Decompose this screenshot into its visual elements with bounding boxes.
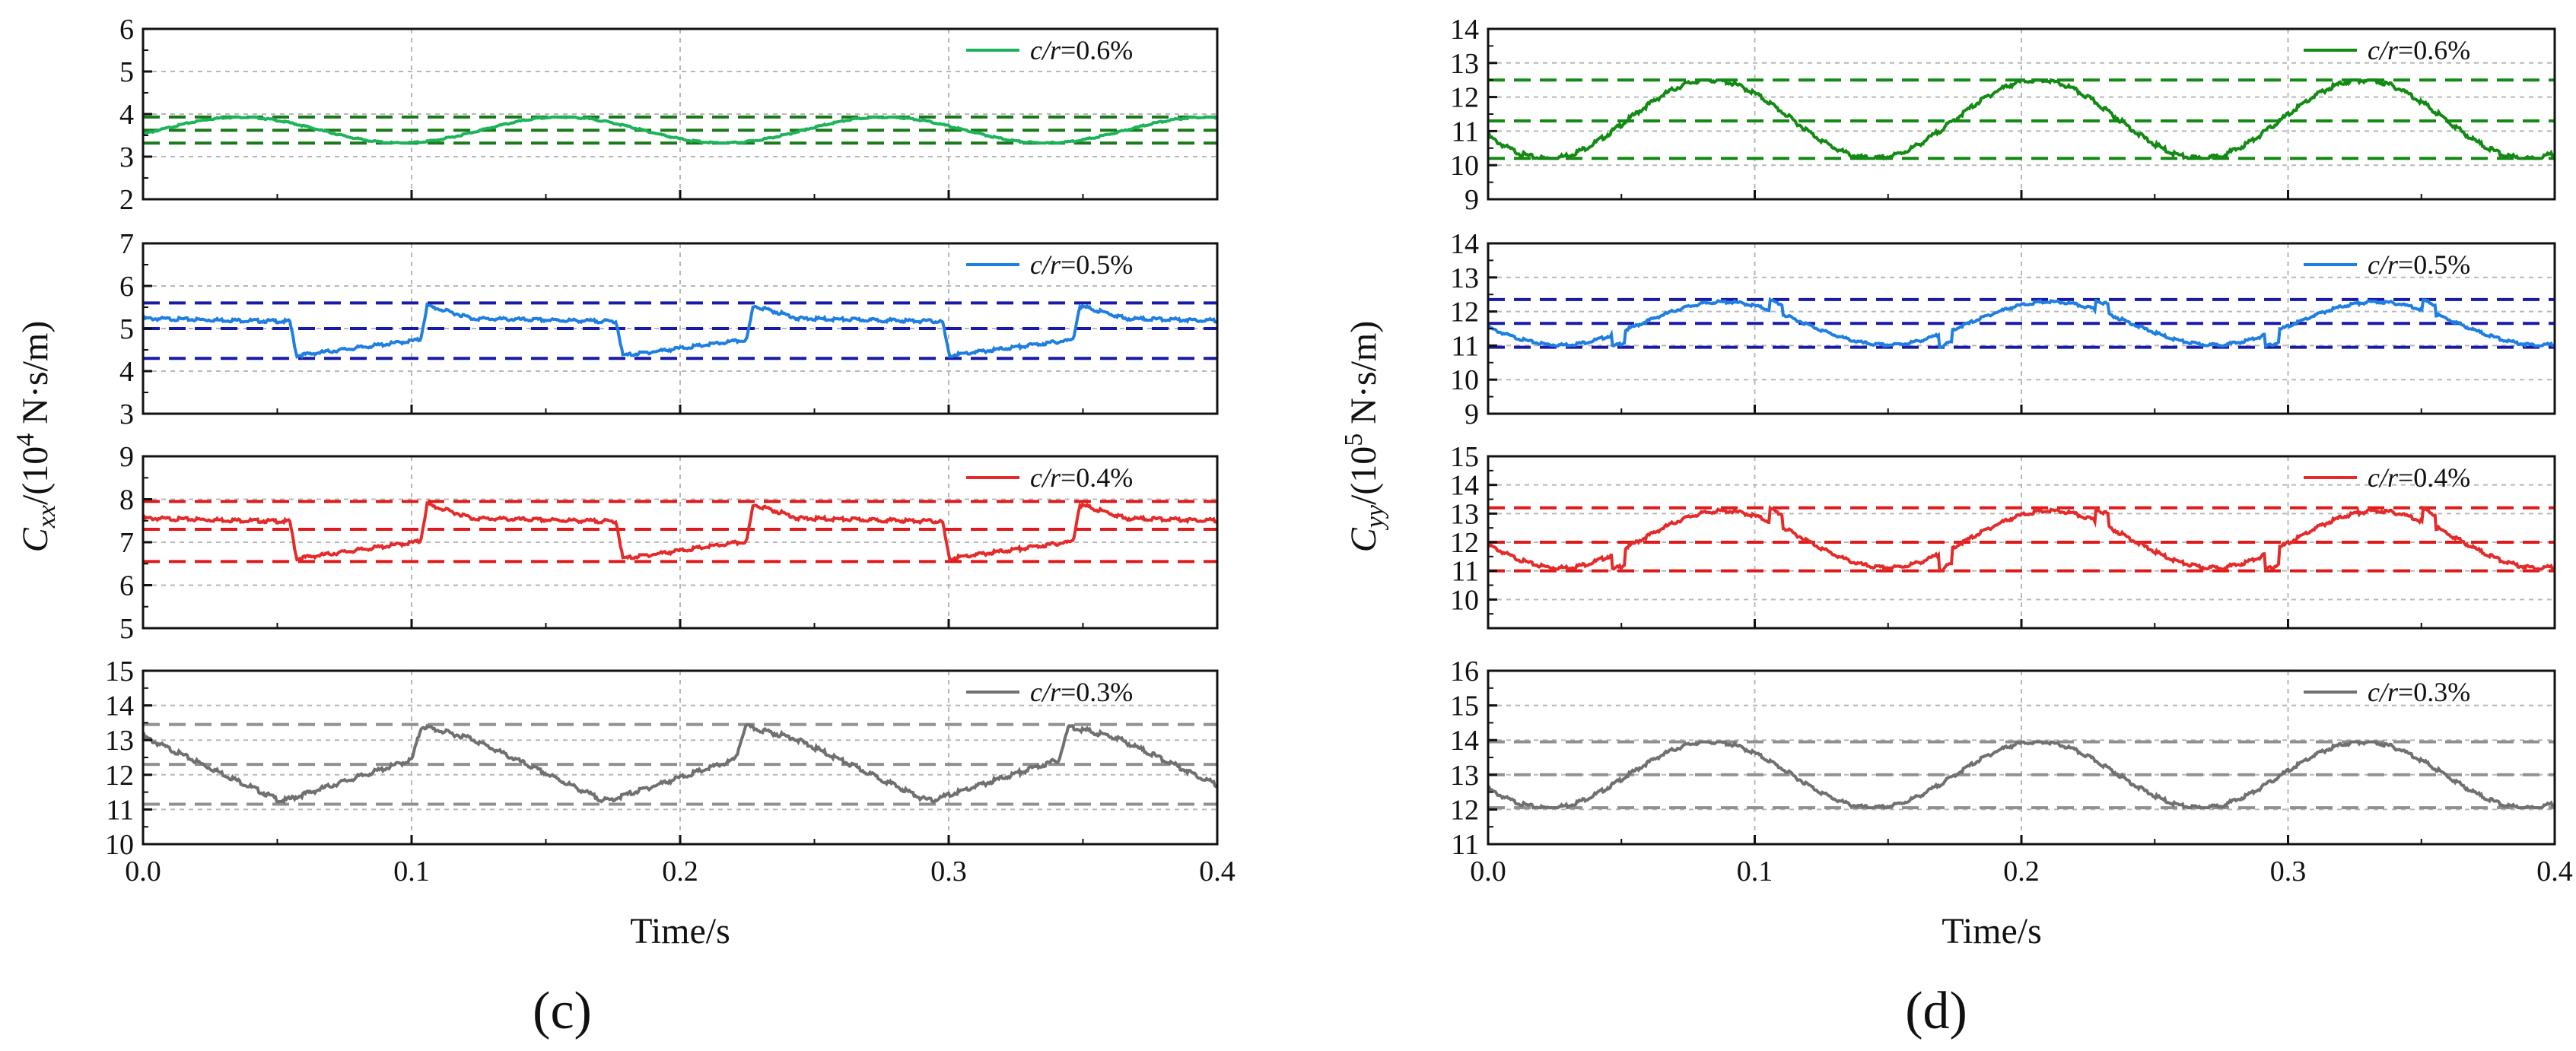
legend: c/r=0.4% — [966, 462, 1133, 493]
series-line — [1487, 78, 2556, 161]
caption-c: (c) — [533, 982, 592, 1040]
legend: c/r=0.3% — [966, 677, 1133, 707]
y-tick-label: 16 — [1450, 656, 1479, 687]
x-tick-label: 0.4 — [2536, 856, 2573, 887]
y-tick-label: 10 — [105, 829, 134, 861]
y-tick-label: 4 — [119, 356, 134, 388]
legend: c/r=0.6% — [966, 35, 1133, 65]
series-line — [142, 115, 1218, 145]
series-line — [1487, 739, 2556, 810]
series-line — [142, 722, 1217, 805]
y-tick-label: 13 — [1450, 498, 1479, 530]
series-line — [142, 302, 1218, 360]
y-tick-label: 10 — [1450, 364, 1479, 396]
legend: c/r=0.3% — [2304, 677, 2470, 707]
y-tick-label: 11 — [1451, 116, 1479, 148]
y-tick-label: 11 — [1451, 829, 1479, 861]
y-tick-label: 12 — [1450, 527, 1479, 559]
y-tick-label: 7 — [119, 228, 134, 260]
y-tick-label: 6 — [119, 570, 134, 602]
y-tick-label: 14 — [105, 691, 134, 722]
legend-label: c/r=0.6% — [2368, 35, 2470, 65]
y-tick-label: 12 — [1450, 794, 1479, 826]
legend-label: c/r=0.4% — [1030, 462, 1133, 493]
y-tick-label: 12 — [1450, 82, 1479, 114]
y-tick-label: 15 — [1450, 441, 1479, 473]
y-tick-label: 5 — [119, 613, 134, 645]
legend-label: c/r=0.5% — [2368, 249, 2470, 280]
y-tick-label: 3 — [119, 141, 134, 173]
y-tick-label: 5 — [119, 56, 134, 88]
x-axis-title-d: Time/s — [1942, 911, 2042, 951]
series-line — [1487, 297, 2555, 349]
y-tick-label: 13 — [105, 725, 134, 757]
legend-label: c/r=0.3% — [2368, 677, 2470, 707]
legend-label: c/r=0.3% — [1030, 677, 1133, 707]
legend: c/r=0.6% — [2304, 35, 2470, 65]
y-tick-label: 11 — [1451, 556, 1479, 588]
y-tick-label: 5 — [119, 313, 134, 345]
y-tick-label: 7 — [119, 527, 134, 559]
series-line — [1487, 505, 2555, 573]
y-tick-label: 13 — [1450, 48, 1479, 80]
y-tick-label: 11 — [1451, 330, 1479, 362]
panel-c-1: 2 3 4 5 6 c/r=0.6% — [119, 14, 1219, 216]
y-tick-label: 13 — [1450, 262, 1479, 294]
x-tick-label: 0.4 — [1199, 856, 1236, 887]
y-tick-label: 9 — [1465, 184, 1479, 216]
y-tick-label: 14 — [1450, 470, 1479, 502]
x-tick-label: 0.2 — [662, 856, 698, 887]
x-tick-label: 0.2 — [2003, 856, 2040, 887]
x-tick-label: 0.1 — [393, 856, 430, 887]
legend-label: c/r=0.6% — [1030, 35, 1133, 65]
y-tick-label: 9 — [1465, 398, 1479, 430]
y-tick-label: 8 — [119, 484, 134, 516]
legend-label: c/r=0.5% — [1030, 249, 1133, 280]
x-tick-label: 0.3 — [2270, 856, 2307, 887]
x-axis-title-c: Time/s — [630, 911, 730, 951]
y-tick-label: 15 — [105, 656, 134, 687]
caption-d: (d) — [1905, 982, 1967, 1040]
y-tick-label: 6 — [119, 14, 134, 46]
y-tick-label: 14 — [1450, 14, 1479, 46]
legend-label: c/r=0.4% — [2368, 462, 2470, 493]
panel-c-2: 3 4 5 6 7 c/r=0.5% — [119, 228, 1219, 430]
x-tick-label: 0.1 — [1737, 856, 1773, 887]
y-tick-label: 6 — [119, 271, 134, 303]
y-tick-label: 14 — [1450, 228, 1479, 260]
y-tick-label: 12 — [105, 760, 134, 792]
y-axis-title: Cxx/(104 N·s/m) — [11, 321, 61, 553]
y-tick-label: 11 — [106, 794, 134, 826]
legend: c/r=0.5% — [966, 249, 1133, 280]
x-tick-label: 0.3 — [930, 856, 967, 887]
panel-c-3: 5 6 7 8 9 c/r=0.4% — [119, 441, 1219, 645]
legend: c/r=0.4% — [2304, 462, 2470, 493]
y-tick-label: 4 — [119, 99, 134, 131]
y-tick-label: 9 — [119, 441, 134, 473]
y-tick-label: 15 — [1450, 691, 1479, 722]
chart-c: 2 3 4 5 6 c/r=0.6% 3 4 5 6 7 c/r=0.5% 5 6 7 8 9 c/r=0.4% 1… — [11, 14, 1236, 887]
y-tick-label: 12 — [1450, 297, 1479, 329]
series-line — [142, 500, 1218, 563]
x-tick-label: 0.0 — [125, 856, 161, 887]
y-tick-label: 10 — [1450, 584, 1479, 616]
y-tick-label: 2 — [119, 184, 134, 216]
x-tick-label: 0.0 — [1470, 856, 1506, 887]
y-tick-label: 10 — [1450, 150, 1479, 182]
legend: c/r=0.5% — [2304, 249, 2470, 280]
y-tick-label: 14 — [1450, 725, 1479, 757]
y-axis-title: Cyy/(105 N·s/m) — [1340, 321, 1389, 553]
y-tick-label: 13 — [1450, 760, 1479, 792]
y-tick-label: 3 — [119, 398, 134, 430]
chart-d: 91011121314c/r=0.6%91011121314c/r=0.5%10… — [1340, 14, 2573, 887]
